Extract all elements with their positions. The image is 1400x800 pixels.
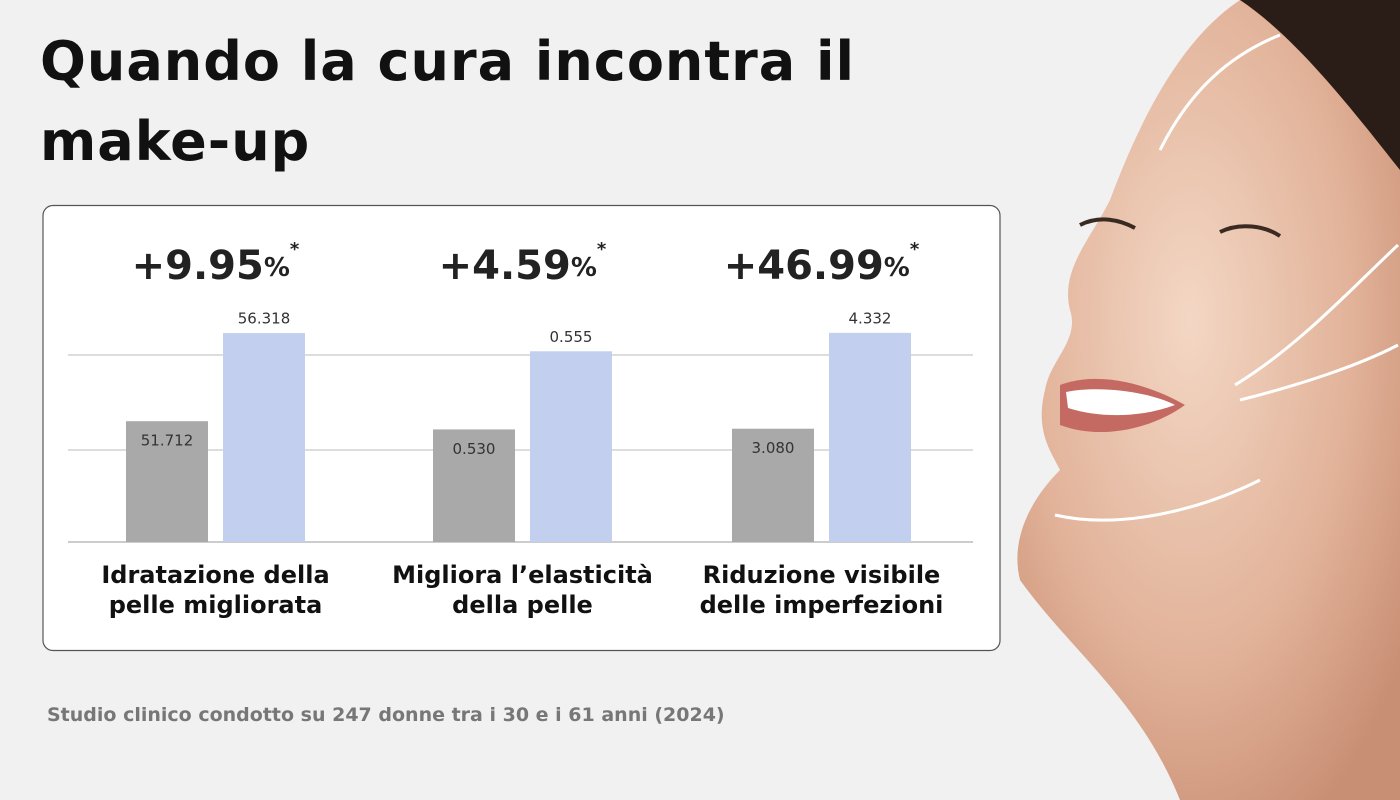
- value-label: 3.080: [752, 439, 795, 457]
- bar: [433, 429, 515, 542]
- headline-value: +9.95: [132, 243, 264, 289]
- headline-unit: %: [571, 253, 597, 283]
- value-label: 56.318: [238, 310, 291, 328]
- note-mark: *: [290, 239, 300, 260]
- headline-unit: %: [264, 253, 290, 283]
- note-mark: *: [597, 239, 607, 260]
- face-illustration: [1017, 0, 1400, 800]
- chart-title: Migliora l’elasticità della pelle: [392, 561, 653, 619]
- headline: +9.95%*: [132, 239, 300, 289]
- headline-value: +4.59: [439, 243, 571, 289]
- value-label: 51.712: [141, 432, 194, 450]
- guide-lines: [68, 354, 973, 543]
- footnote: Studio clinico condotto su 247 donne tra…: [47, 704, 725, 726]
- headline-value: +46.99: [724, 243, 884, 289]
- bar: [223, 333, 305, 542]
- bar: [732, 428, 814, 542]
- headline: +46.99%*: [724, 239, 920, 289]
- value-label: 0.555: [550, 328, 593, 346]
- bar: [829, 332, 911, 542]
- value-label: 4.332: [849, 309, 892, 327]
- chart-title: Riduzione visibile delle imperfezioni: [699, 561, 944, 619]
- note-mark: *: [910, 239, 920, 260]
- page-title: Quando la cura incontra il make-up: [40, 30, 856, 173]
- value-label: 0.530: [453, 440, 496, 458]
- bar: [530, 351, 612, 542]
- chart-title: Idratazione della pelle migliorata: [101, 561, 330, 619]
- headline: +4.59%*: [439, 239, 607, 289]
- bar: [126, 421, 208, 542]
- headline-unit: %: [884, 253, 910, 283]
